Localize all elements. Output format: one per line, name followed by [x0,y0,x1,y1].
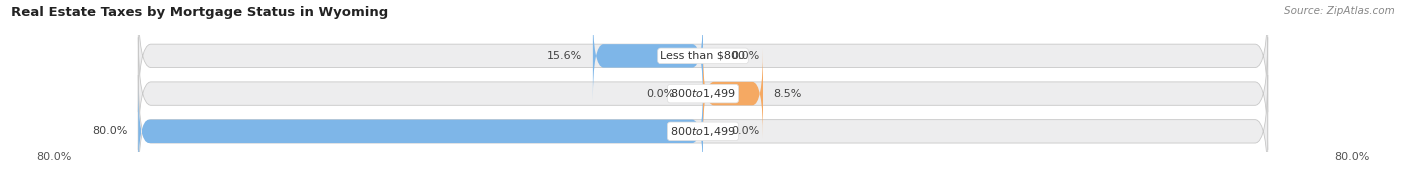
Text: 0.0%: 0.0% [647,89,675,99]
FancyBboxPatch shape [138,0,1268,112]
FancyBboxPatch shape [138,75,1268,188]
Text: 8.5%: 8.5% [773,89,801,99]
Text: Less than $800: Less than $800 [661,51,745,61]
Text: $800 to $1,499: $800 to $1,499 [671,87,735,100]
Text: 80.0%: 80.0% [37,152,72,162]
FancyBboxPatch shape [138,37,1268,150]
FancyBboxPatch shape [593,11,703,101]
Text: Real Estate Taxes by Mortgage Status in Wyoming: Real Estate Taxes by Mortgage Status in … [11,6,388,19]
Text: Source: ZipAtlas.com: Source: ZipAtlas.com [1284,6,1395,16]
FancyBboxPatch shape [138,86,703,176]
Text: 80.0%: 80.0% [93,126,128,136]
Text: 0.0%: 0.0% [731,126,759,136]
Text: 0.0%: 0.0% [731,51,759,61]
Text: 15.6%: 15.6% [547,51,582,61]
Text: 80.0%: 80.0% [1334,152,1369,162]
Text: $800 to $1,499: $800 to $1,499 [671,125,735,138]
FancyBboxPatch shape [703,49,763,138]
